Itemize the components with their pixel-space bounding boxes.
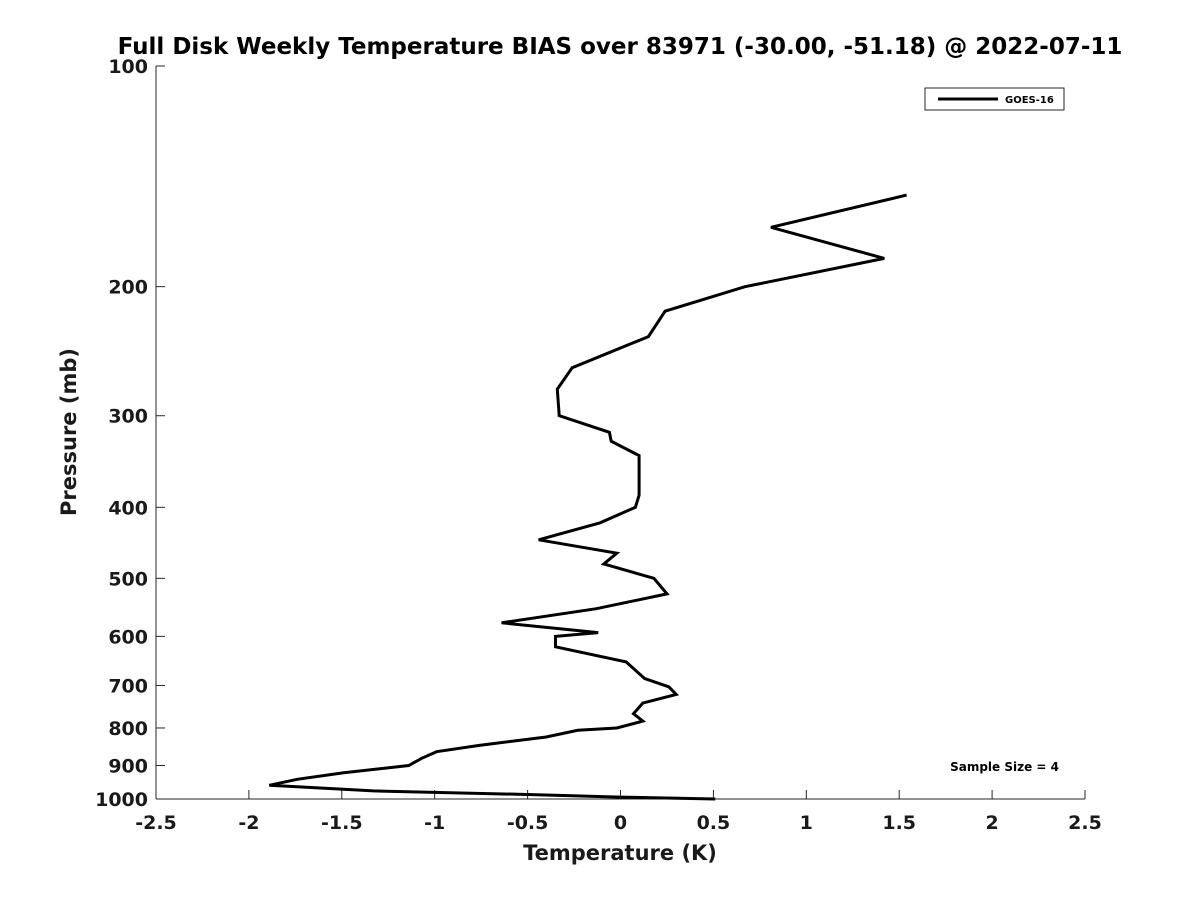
y-tick-label: 600 xyxy=(108,626,148,648)
x-tick-label: 2.5 xyxy=(1068,812,1102,834)
x-tick-label: -1.5 xyxy=(321,812,363,834)
y-axis-ticks: 100 200 300 400 500 600 700 800 900 1000 xyxy=(95,56,165,811)
series-layer xyxy=(268,193,907,801)
x-tick-label: -2.5 xyxy=(135,812,177,834)
x-tick-label: 0 xyxy=(614,812,627,834)
y-tick-label: 300 xyxy=(108,406,148,428)
x-tick-label: -2 xyxy=(238,812,259,834)
x-tick-label: 1.5 xyxy=(882,812,916,834)
sample-size-annotation: Sample Size = 4 xyxy=(950,760,1059,774)
y-tick-label: 400 xyxy=(108,497,148,519)
y-tick-label: 900 xyxy=(108,755,148,777)
y-tick-label: 1000 xyxy=(95,789,148,811)
y-tick-label: 200 xyxy=(108,277,148,299)
y-axis-label: Pressure (mb) xyxy=(57,348,81,516)
x-tick-label: -1 xyxy=(424,812,445,834)
x-axis-label: Temperature (K) xyxy=(523,841,717,865)
x-tick-label: 0.5 xyxy=(697,812,731,834)
chart-title: Full Disk Weekly Temperature BIAS over 8… xyxy=(118,34,1123,60)
legend-entry-goes-16: GOES-16 xyxy=(1005,95,1054,106)
y-tick-label: 500 xyxy=(108,568,148,590)
series-line-goes-16 xyxy=(268,193,907,801)
legend: GOES-16 xyxy=(924,87,1065,111)
y-tick-label: 100 xyxy=(108,56,148,78)
x-tick-label: 2 xyxy=(985,812,998,834)
x-axis-ticks: -2.5 -2 -1.5 -1 -0.5 0 0.5 1 1.5 2 2.5 xyxy=(135,790,1102,834)
plot-area xyxy=(156,66,1085,799)
y-tick-label: 700 xyxy=(108,675,148,697)
y-tick-label: 800 xyxy=(108,718,148,740)
x-tick-label: 1 xyxy=(800,812,813,834)
x-tick-label: -0.5 xyxy=(507,812,549,834)
